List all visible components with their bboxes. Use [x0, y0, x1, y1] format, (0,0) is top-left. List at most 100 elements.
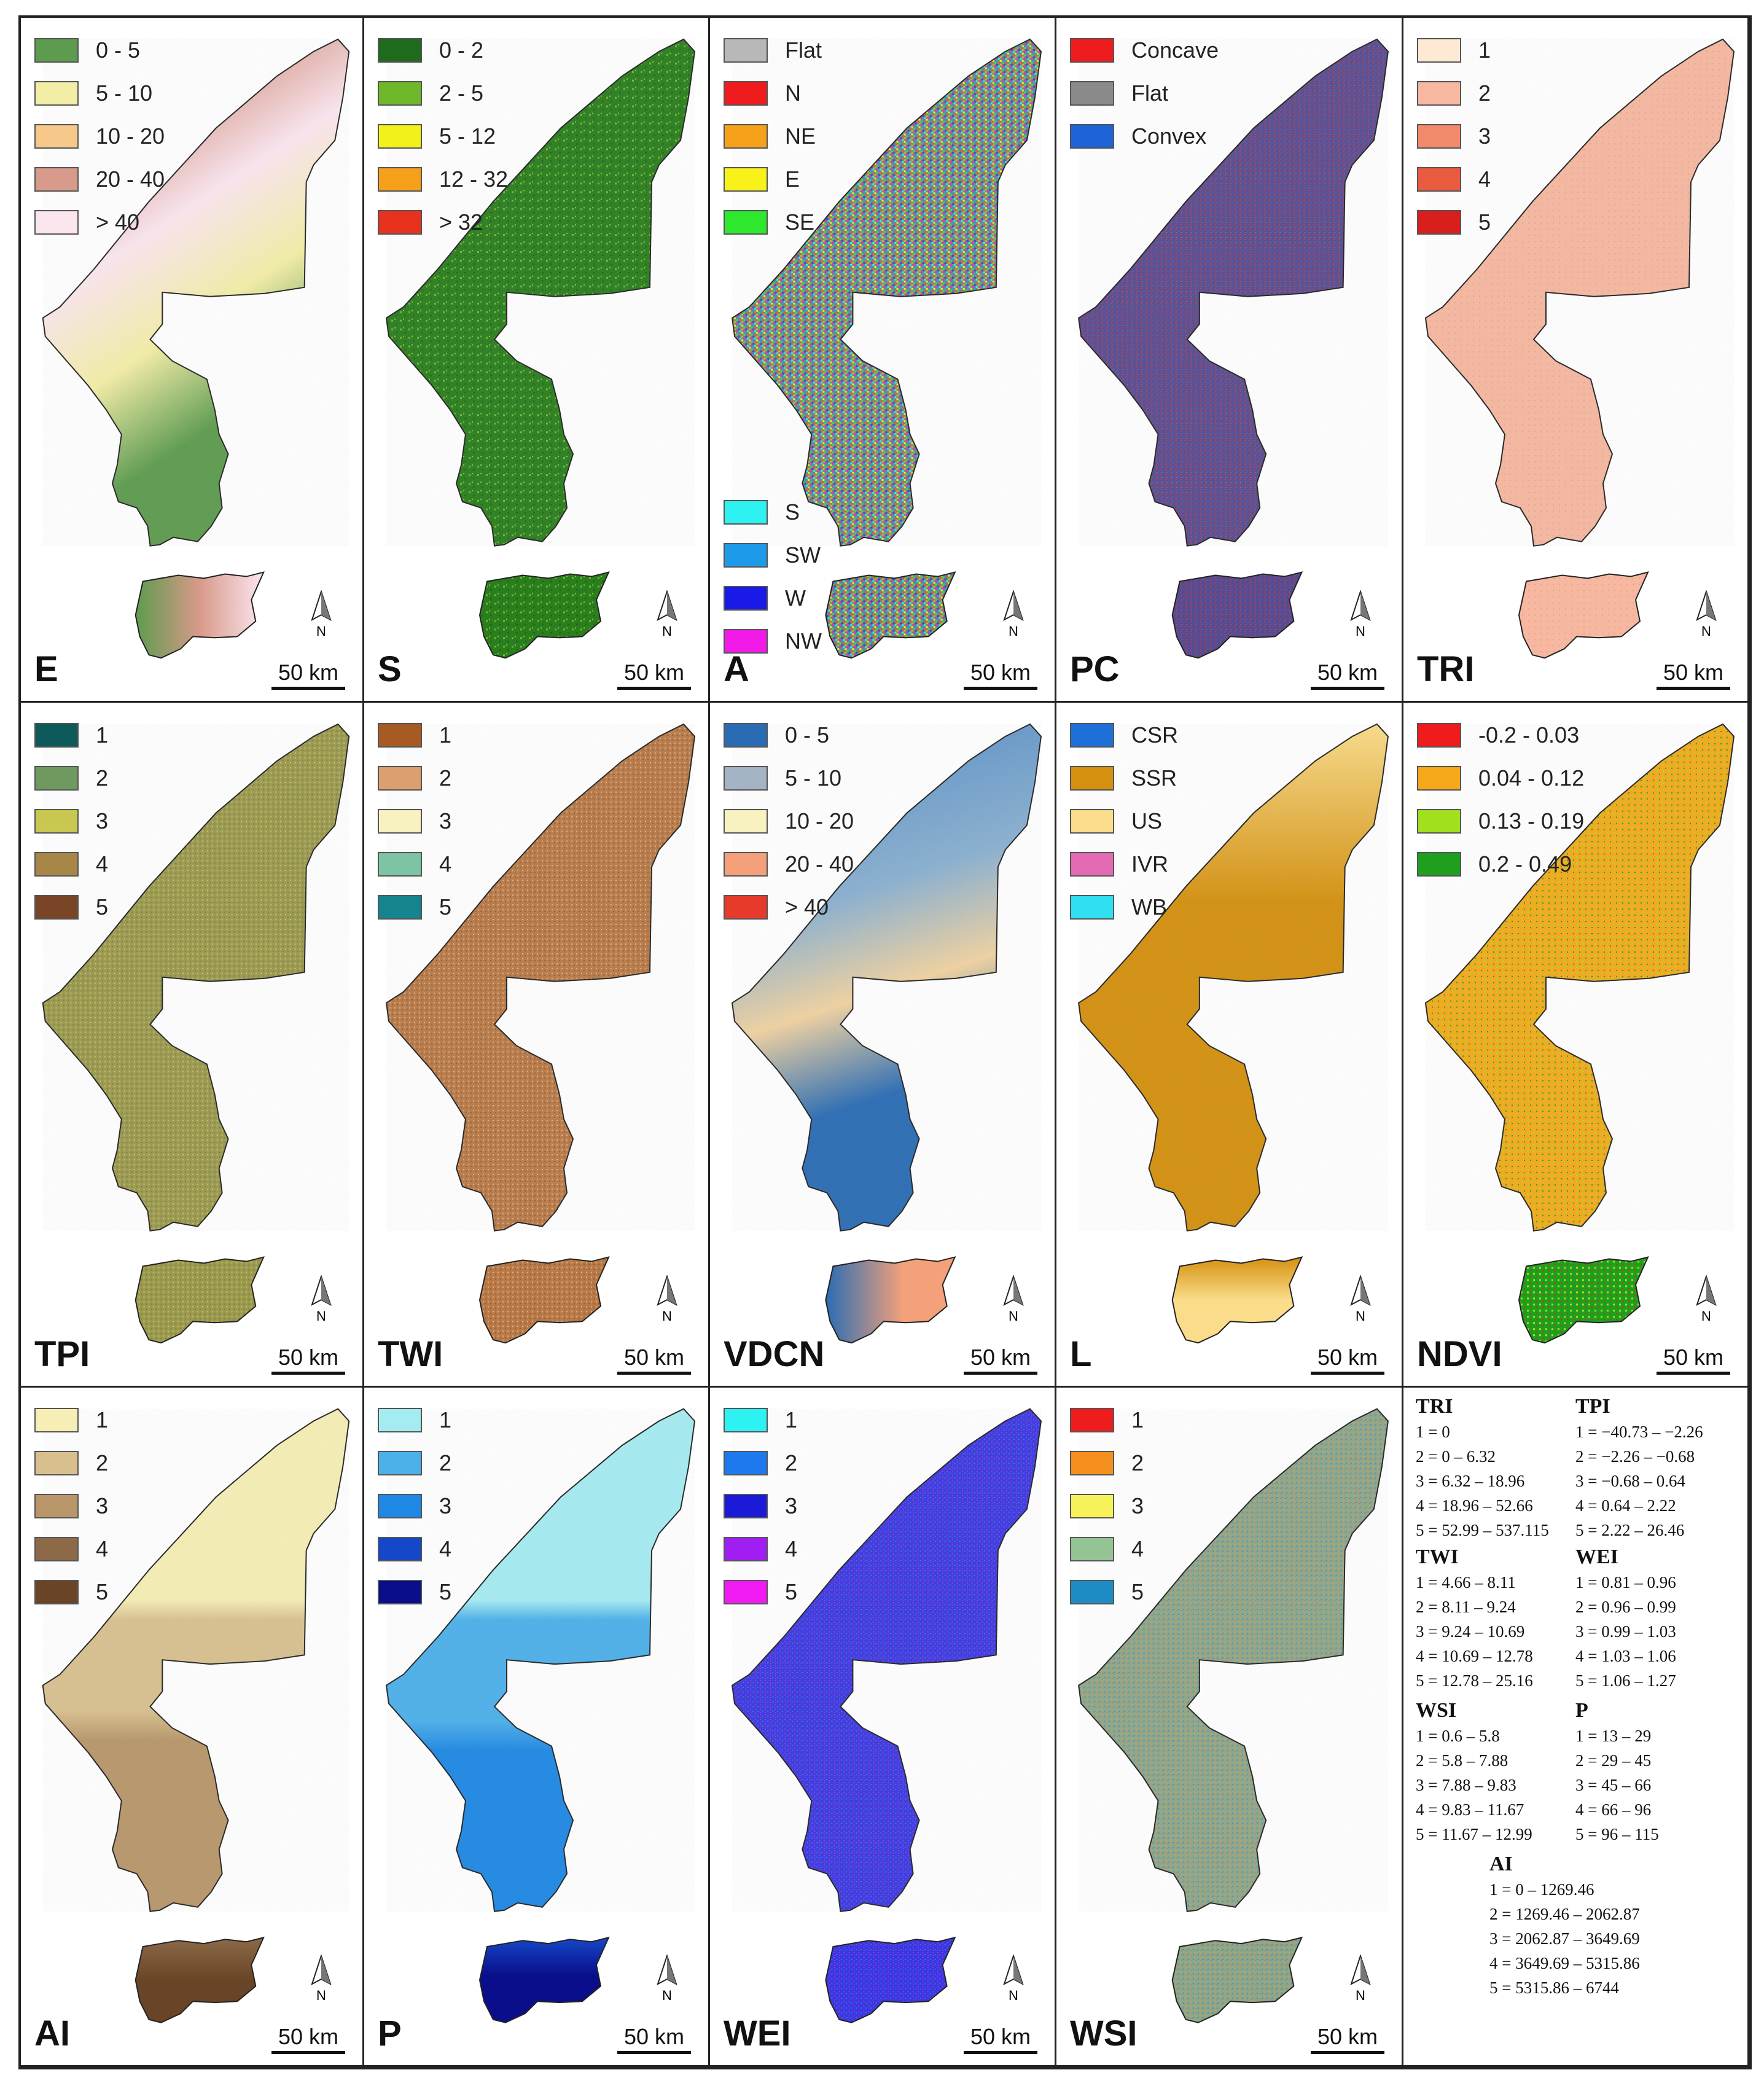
- north-arrow-icon: N: [657, 1955, 677, 2003]
- scale-label: 50 km: [278, 2024, 339, 2049]
- legend-label: -0.2 - 0.03: [1478, 722, 1580, 748]
- scale-label: 50 km: [623, 1345, 685, 1370]
- legend-item: 5 - 10: [724, 757, 854, 800]
- legend-item: N: [724, 72, 822, 115]
- legend-label: 10 - 20: [96, 123, 165, 149]
- scale-line: [1657, 687, 1730, 690]
- legend-label: 3: [1131, 1493, 1144, 1518]
- inset-region: [825, 1256, 956, 1344]
- north-label: N: [662, 623, 672, 639]
- legend-label: S: [785, 499, 800, 525]
- inset-region: [479, 1256, 609, 1344]
- note-line: 1 = 13 – 29: [1575, 1727, 1652, 1745]
- legend: 1 2 3 4 5: [724, 1399, 797, 1614]
- legend-label: 5 - 10: [785, 765, 842, 791]
- legend-label: 0.13 - 0.19: [1478, 808, 1585, 834]
- note-p: P 1 = 13 – 29 2 = 29 – 45 3 = 45 – 66 4 = 66…: [1575, 1698, 1659, 1846]
- legend-item: 3: [378, 800, 451, 843]
- legend-swatch: [378, 1408, 422, 1432]
- legend-swatch: [34, 852, 79, 877]
- note-line: 3 = 9.24 – 10.69: [1416, 1622, 1525, 1641]
- note-line: 2 = −2.26 – −0.68: [1575, 1447, 1695, 1466]
- north-label: N: [1356, 623, 1365, 639]
- legend-label: WB: [1131, 894, 1167, 920]
- legend-label: 5: [1131, 1579, 1144, 1604]
- legend: 1 2 3 4 5: [1417, 29, 1491, 244]
- legend-item: 0 - 2: [378, 29, 508, 72]
- legend-item: 4: [378, 1528, 451, 1571]
- legend-swatch: [1070, 1451, 1114, 1475]
- inset-region: [1171, 571, 1303, 659]
- legend-label: 5 - 12: [439, 123, 496, 149]
- north-label: N: [1356, 1308, 1365, 1324]
- legend-label: 5: [785, 1579, 798, 1604]
- legend-label: 3: [1478, 123, 1491, 149]
- panel-label: L: [1070, 1334, 1092, 1374]
- legend-item: 4: [1070, 1528, 1144, 1571]
- legend-item: 3: [34, 1485, 108, 1528]
- legend-swatch: [34, 38, 79, 63]
- scale-line: [964, 1372, 1037, 1375]
- legend: 1 2 3 4 5: [34, 1399, 108, 1614]
- legend-swatch: [1070, 1408, 1114, 1432]
- legend-label: 2: [439, 1450, 452, 1475]
- scale-line: [1311, 1372, 1384, 1375]
- note-title: WSI: [1416, 1699, 1457, 1722]
- legend-swatch: [724, 809, 768, 834]
- legend-item: 5 - 12: [378, 115, 508, 158]
- legend-swatch: [724, 1408, 768, 1432]
- note-line: 1 = 0.6 – 5.8: [1416, 1727, 1500, 1745]
- note-line: 1 = 0: [1416, 1423, 1450, 1441]
- legend-swatch: [1417, 852, 1461, 877]
- legend-swatch: [378, 167, 422, 192]
- legend-swatch: [1070, 38, 1114, 63]
- north-arrow-icon: N: [311, 1275, 332, 1324]
- legend-swatch: [724, 895, 768, 920]
- map-panel-ndvi: -0.2 - 0.03 0.04 - 0.12 0.13 - 0.19 0.2 - 0…: [1403, 703, 1749, 1388]
- legend-item: 0.04 - 0.12: [1417, 757, 1584, 800]
- map-panel-twi: 1 2 3 4 5 TWI N 50 km: [364, 703, 710, 1388]
- legend: -0.2 - 0.03 0.04 - 0.12 0.13 - 0.19 0.2 - 0…: [1417, 714, 1584, 886]
- note-line: 3 = 0.99 – 1.03: [1575, 1622, 1676, 1641]
- legend-item: WB: [1070, 886, 1178, 929]
- legend-label: 20 - 40: [96, 166, 165, 192]
- legend-swatch: [1070, 81, 1114, 106]
- legend-item: 0 - 5: [34, 29, 165, 72]
- legend-item: 3: [378, 1485, 451, 1528]
- note-line: 4 = 66 – 96: [1575, 1800, 1652, 1819]
- scale-line: [617, 1372, 691, 1375]
- legend-item: 4: [724, 1528, 797, 1571]
- scale-bar: 50 km: [1311, 1345, 1384, 1375]
- scale-bar: 50 km: [271, 2024, 345, 2054]
- legend-label: 1: [1478, 37, 1491, 63]
- legend-item: 2: [378, 757, 451, 800]
- legend-label: 4: [439, 1536, 452, 1561]
- legend: 0 - 5 5 - 10 10 - 20 20 - 40 > 40: [724, 714, 854, 929]
- panel-label: WEI: [724, 2014, 791, 2053]
- legend-swatch: [1070, 895, 1114, 920]
- inset-region: [135, 1937, 265, 2023]
- legend-label: 4: [96, 1536, 109, 1561]
- legend-item: 1: [34, 1399, 108, 1442]
- legend-label: Convex: [1131, 123, 1207, 149]
- legend-item: 2 - 5: [378, 72, 508, 115]
- note-wsi: WSI 1 = 0.6 – 5.8 2 = 5.8 – 7.88 3 = 7.88 –…: [1416, 1698, 1532, 1846]
- inset-region: [1518, 571, 1649, 659]
- north-arrow-icon: N: [1350, 590, 1371, 639]
- legend-label: 3: [96, 808, 109, 834]
- legend-swatch: [1417, 124, 1461, 149]
- panel-label: WSI: [1070, 2014, 1138, 2053]
- scale-label: 50 km: [1317, 1345, 1378, 1370]
- legend-label: 0.2 - 0.49: [1478, 851, 1572, 877]
- legend-swatch: [34, 723, 79, 748]
- north-arrow-icon: N: [1350, 1275, 1371, 1324]
- north-label: N: [316, 1308, 326, 1324]
- legend-item: 10 - 20: [34, 115, 165, 158]
- map-panel-tpi: 1 2 3 4 5 TPI N 50 km: [21, 703, 364, 1388]
- legend-item: 5: [34, 886, 108, 929]
- legend-item: W: [724, 577, 822, 620]
- legend-label: 3: [439, 1493, 452, 1518]
- panel-label: A: [724, 649, 749, 689]
- legend-swatch: [724, 500, 768, 525]
- legend-item: Convex: [1070, 115, 1219, 158]
